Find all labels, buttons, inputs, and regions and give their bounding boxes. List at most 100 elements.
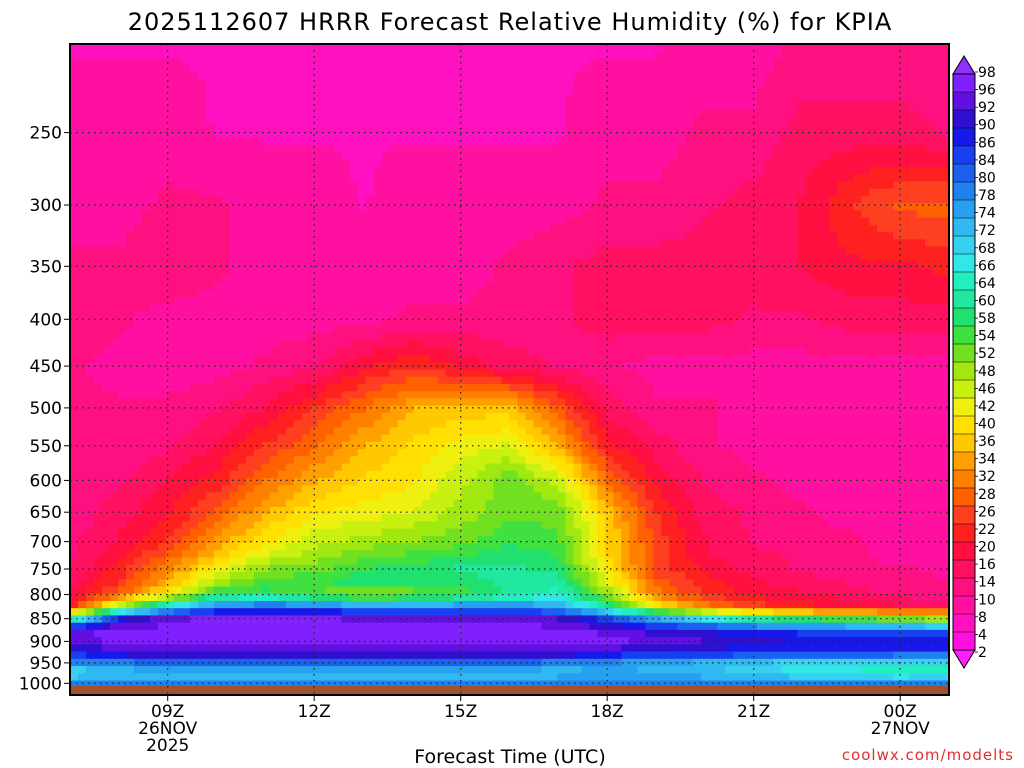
heatmap-cell <box>405 253 415 262</box>
heatmap-cell <box>565 166 575 175</box>
heatmap-cell <box>517 145 527 154</box>
heatmap-cell <box>685 289 694 298</box>
heatmap-cell <box>277 159 287 168</box>
heatmap-cell <box>85 253 95 262</box>
heatmap-cell <box>349 232 359 240</box>
heatmap-cell <box>621 94 630 103</box>
heatmap-cell <box>181 333 191 342</box>
heatmap-cell <box>469 65 479 74</box>
heatmap-cell <box>629 123 638 132</box>
heatmap-cell <box>333 217 343 226</box>
heatmap-cell <box>221 130 231 139</box>
heatmap-cell <box>733 282 742 291</box>
heatmap-cell <box>373 188 383 197</box>
heatmap-cell <box>437 362 447 371</box>
heatmap-cell <box>197 246 207 255</box>
heatmap-cell <box>221 181 231 190</box>
heatmap-cell <box>309 44 319 52</box>
heatmap-cell <box>797 116 806 125</box>
heatmap-cell <box>285 261 295 269</box>
heatmap-cell <box>613 289 622 298</box>
heatmap-cell <box>117 355 127 363</box>
heatmap-cell <box>149 203 159 211</box>
heatmap-cell <box>141 326 151 334</box>
heatmap-cell <box>893 253 902 262</box>
heatmap-cell <box>837 333 846 342</box>
heatmap-cell <box>533 152 543 161</box>
heatmap-cell <box>93 188 103 197</box>
heatmap-cell <box>653 340 662 349</box>
heatmap-cell <box>893 123 902 132</box>
heatmap-cell <box>413 51 423 60</box>
heatmap-cell <box>741 109 750 117</box>
heatmap-cell <box>941 326 950 334</box>
heatmap-cell <box>829 224 838 233</box>
heatmap-cell <box>389 44 399 52</box>
heatmap-cell <box>413 261 423 269</box>
heatmap-cell <box>325 109 335 117</box>
heatmap-cell <box>533 210 543 219</box>
heatmap-cell <box>677 297 686 305</box>
heatmap-cell <box>301 109 311 117</box>
heatmap-cell <box>405 224 415 233</box>
heatmap-cell <box>581 311 591 320</box>
heatmap-cell <box>125 304 135 313</box>
heatmap-cell <box>549 282 559 291</box>
heatmap-cell <box>429 80 439 88</box>
heatmap-cell <box>813 159 822 168</box>
heatmap-cell <box>413 232 423 240</box>
heatmap-cell <box>805 123 814 132</box>
heatmap-cell <box>669 362 678 371</box>
heatmap-cell <box>285 58 295 67</box>
heatmap-cell <box>301 289 311 298</box>
heatmap-cell <box>637 297 646 305</box>
heatmap-cell <box>549 289 559 298</box>
heatmap-cell <box>901 268 910 277</box>
heatmap-cell <box>357 210 367 219</box>
heatmap-cell <box>205 326 215 334</box>
heatmap-cell <box>797 253 806 262</box>
heatmap-cell <box>725 239 734 248</box>
heatmap-cell <box>189 44 199 52</box>
heatmap-cell <box>485 304 495 313</box>
heatmap-cell <box>389 246 399 255</box>
heatmap-cell <box>709 123 718 132</box>
heatmap-cell <box>149 217 159 226</box>
heatmap-cell <box>317 304 327 313</box>
heatmap-cell <box>149 253 159 262</box>
heatmap-cell <box>70 159 79 168</box>
heatmap-cell <box>877 203 886 211</box>
heatmap-cell <box>365 166 375 175</box>
heatmap-cell <box>509 362 519 371</box>
heatmap-cell <box>205 347 215 356</box>
heatmap-cell <box>397 217 407 226</box>
heatmap-cell <box>533 116 543 125</box>
heatmap-cell <box>413 275 423 284</box>
heatmap-cell <box>221 224 231 233</box>
heatmap-cell <box>709 44 718 52</box>
heatmap-cell <box>341 246 351 255</box>
heatmap-cell <box>85 246 95 255</box>
heatmap-cell <box>573 326 583 334</box>
heatmap-cell <box>693 340 702 349</box>
heatmap-cell <box>525 80 535 88</box>
heatmap-cell <box>157 347 167 356</box>
heatmap-cell <box>365 51 375 60</box>
heatmap-cell <box>309 311 319 320</box>
heatmap-cell <box>757 195 766 204</box>
heatmap-cell <box>285 297 295 305</box>
heatmap-cell <box>541 297 551 305</box>
heatmap-cell <box>245 232 255 240</box>
heatmap-cell <box>349 369 359 378</box>
heatmap-cell <box>70 123 79 132</box>
heatmap-cell <box>70 80 79 88</box>
heatmap-cell <box>821 72 830 81</box>
heatmap-cell <box>829 109 838 117</box>
heatmap-cell <box>757 123 766 132</box>
heatmap-cell <box>909 304 918 313</box>
heatmap-cell <box>565 239 575 248</box>
heatmap-cell <box>621 261 630 269</box>
heatmap-cell <box>445 275 455 284</box>
heatmap-cell <box>765 304 774 313</box>
heatmap-cell <box>389 239 399 248</box>
